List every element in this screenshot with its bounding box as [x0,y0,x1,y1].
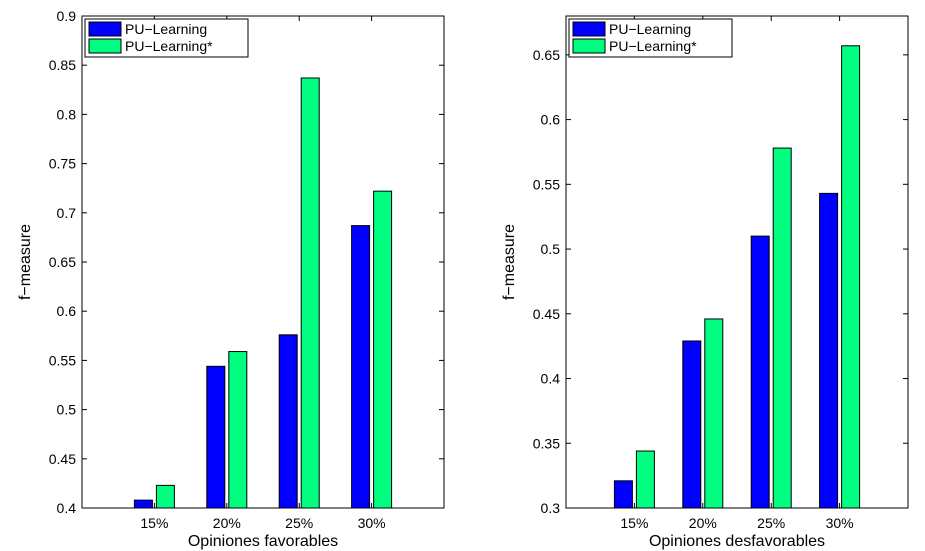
legend-swatch-pu-learning-star [88,38,122,54]
x-tick-label: 20% [689,515,717,531]
y-tick-label: 0.8 [57,106,77,122]
x-tick-label: 30% [826,515,854,531]
bar-pu-learning-star [635,450,655,509]
y-tick-label: 0.9 [57,8,77,24]
y-tick-label: 0.75 [49,156,76,172]
y-tick-label: 0.55 [49,352,76,368]
bar-pu-learning [206,365,226,509]
bar-pu-learning-star [300,77,320,509]
y-tick-label: 0.35 [533,435,560,451]
legend-label-pu-learning: PU−Learning [125,21,207,37]
y-tick-label: 0.45 [533,306,560,322]
y-axis-label: f−measure [501,224,518,300]
y-tick-label: 0.85 [49,57,76,73]
legend-label-pu-learning-star: PU−Learning* [125,38,213,54]
y-tick-label: 0.4 [57,500,77,516]
bar-pu-learning-star [772,147,792,509]
x-axis-label: Opiniones favorables [188,533,338,550]
y-tick-label: 0.4 [541,371,561,387]
x-tick-label: 15% [620,515,648,531]
y-tick-label: 0.45 [49,451,76,467]
bar-pu-learning-star [228,351,248,509]
bar-pu-learning [613,480,633,509]
y-tick-label: 0.6 [57,303,77,319]
x-tick-label: 15% [140,515,168,531]
x-axis-label: Opiniones desfavorables [649,533,825,550]
bar-pu-learning-star [704,318,724,509]
bar-pu-learning [750,235,770,509]
y-tick-label: 0.65 [533,47,560,63]
bar-pu-learning [133,499,153,509]
legend-swatch-pu-learning [572,21,606,37]
legend-swatch-pu-learning-star [572,38,606,54]
bar-pu-learning [819,192,839,509]
legend-swatch-pu-learning [88,21,122,37]
y-axis-label: f−measure [17,224,34,300]
y-tick-label: 0.3 [541,500,561,516]
y-tick-label: 0.65 [49,254,76,270]
bar-pu-learning-star [155,484,175,509]
chart-favorables: 0.4 0.45 0.5 0.55 0.6 0.65 0.7 0.75 0.8 0.85 0.9 15… [17,8,445,550]
legend-label-pu-learning: PU−Learning [609,21,691,37]
bar-pu-learning [682,340,702,509]
bar-pu-learning-star [841,45,861,509]
x-tick-label: 25% [757,515,785,531]
legend-label-pu-learning-star: PU−Learning* [609,38,697,54]
bar-pu-learning [351,225,371,509]
chart-desfavorables: 0.3 0.35 0.4 0.45 0.5 0.55 0.6 0.65 15% 20% 25% 30%… [501,15,909,550]
x-tick-label: 20% [213,515,241,531]
y-tick-label: 0.6 [541,112,561,128]
x-tick-label: 30% [358,515,386,531]
bar-pu-learning-star [373,190,393,509]
x-tick-label: 25% [285,515,313,531]
y-tick-label: 0.55 [533,176,560,192]
y-tick-label: 0.7 [57,205,77,221]
y-tick-label: 0.5 [57,402,77,418]
bar-pu-learning [278,334,298,509]
y-tick-label: 0.5 [541,241,561,257]
